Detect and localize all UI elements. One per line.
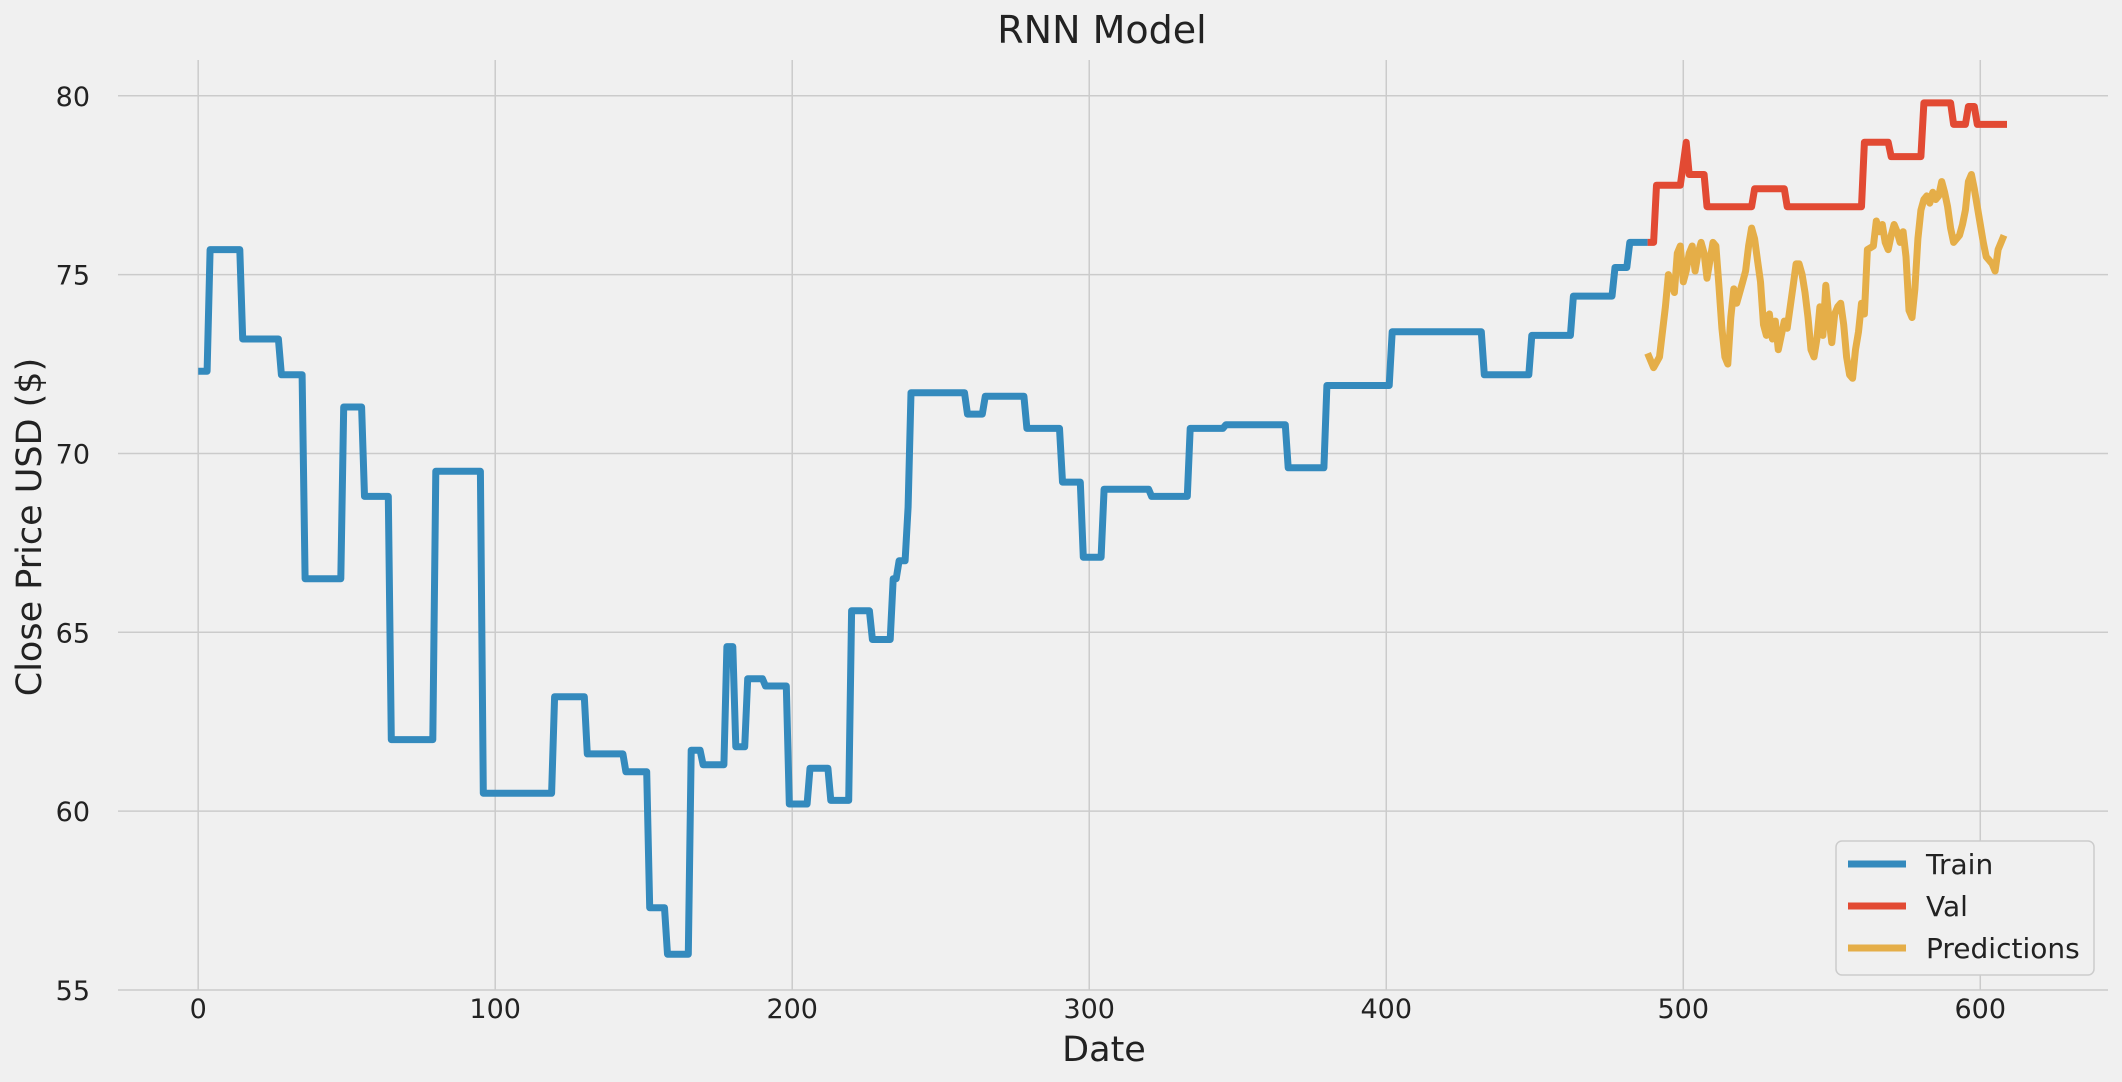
x-tick-label: 500 bbox=[1657, 994, 1709, 1025]
series-line-val bbox=[1647, 99, 2007, 246]
tick-labels: 0 100 200 300 400 500 600 55 60 65 70 75 80 bbox=[56, 82, 2006, 1025]
y-tick-label: 65 bbox=[56, 618, 90, 649]
series-line-train bbox=[198, 238, 1648, 958]
legend-label-train: Train bbox=[1925, 848, 1993, 881]
series-line-predictions bbox=[1644, 171, 2008, 382]
y-tick-label: 60 bbox=[56, 797, 90, 828]
y-tick-label: 70 bbox=[56, 439, 90, 470]
legend-label-val: Val bbox=[1926, 890, 1968, 923]
grid bbox=[118, 60, 2108, 991]
legend-label-predictions: Predictions bbox=[1926, 932, 2080, 965]
x-tick-label: 100 bbox=[469, 994, 521, 1025]
chart-title: RNN Model bbox=[997, 8, 1206, 52]
x-tick-label: 600 bbox=[1955, 994, 2007, 1025]
y-tick-label: 55 bbox=[56, 976, 90, 1007]
x-tick-label: 0 bbox=[190, 994, 207, 1025]
y-tick-label: 80 bbox=[56, 82, 90, 113]
legend-box bbox=[1835, 840, 2095, 976]
x-tick-label: 300 bbox=[1063, 994, 1115, 1025]
y-tick-label: 75 bbox=[56, 261, 90, 292]
x-tick-label: 400 bbox=[1360, 994, 1412, 1025]
x-axis-label: Date bbox=[1062, 1030, 1146, 1070]
y-axis-label: Close Price USD ($) bbox=[10, 358, 50, 696]
x-tick-label: 200 bbox=[766, 994, 818, 1025]
series-lines bbox=[198, 99, 2008, 958]
legend: Train Val Predictions bbox=[1835, 840, 2095, 976]
